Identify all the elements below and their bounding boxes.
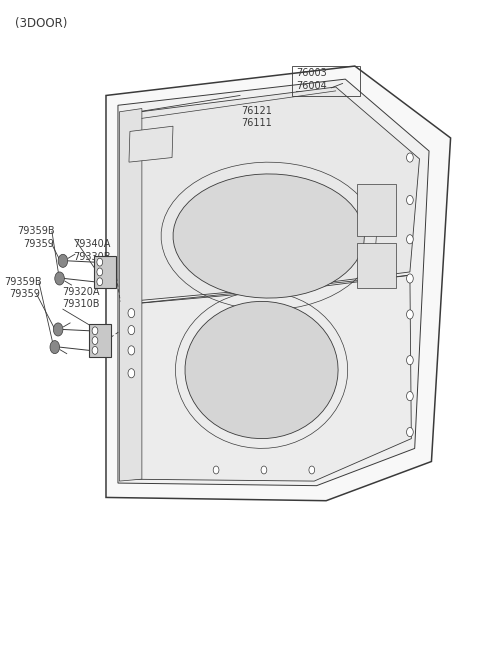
Circle shape [128, 369, 135, 378]
Text: 79359: 79359 [24, 240, 55, 250]
Polygon shape [120, 109, 142, 481]
Circle shape [55, 272, 64, 285]
Text: 79359: 79359 [9, 289, 40, 299]
Polygon shape [94, 255, 116, 288]
Circle shape [58, 254, 68, 267]
Circle shape [128, 326, 135, 335]
Polygon shape [129, 126, 173, 162]
Text: (3DOOR): (3DOOR) [15, 17, 67, 30]
Circle shape [128, 309, 135, 318]
Polygon shape [185, 301, 338, 439]
Circle shape [97, 268, 103, 276]
Polygon shape [89, 324, 111, 357]
Circle shape [50, 341, 60, 354]
Polygon shape [106, 66, 451, 500]
Circle shape [261, 466, 267, 474]
Circle shape [92, 337, 98, 345]
Circle shape [407, 428, 413, 437]
Circle shape [97, 258, 103, 266]
Circle shape [92, 346, 98, 354]
Circle shape [407, 310, 413, 319]
Circle shape [407, 356, 413, 365]
Text: 79359B: 79359B [4, 278, 42, 288]
Polygon shape [357, 183, 396, 236]
Text: 79320A
79310B: 79320A 79310B [62, 287, 99, 309]
Text: 79340A
79330B: 79340A 79330B [73, 239, 111, 261]
Text: 79359B: 79359B [17, 227, 55, 236]
Circle shape [128, 346, 135, 355]
Circle shape [407, 274, 413, 283]
Circle shape [407, 153, 413, 162]
Text: 76121
76111: 76121 76111 [241, 105, 272, 128]
Circle shape [213, 466, 219, 474]
Polygon shape [173, 174, 364, 298]
Circle shape [407, 195, 413, 204]
Polygon shape [118, 79, 429, 485]
Circle shape [407, 392, 413, 401]
Polygon shape [130, 87, 420, 301]
Circle shape [92, 327, 98, 335]
Polygon shape [124, 275, 411, 481]
Text: 76003
76004: 76003 76004 [296, 69, 327, 91]
Circle shape [309, 466, 315, 474]
Circle shape [53, 323, 63, 336]
Circle shape [407, 234, 413, 244]
Circle shape [97, 278, 103, 286]
Polygon shape [357, 242, 396, 288]
